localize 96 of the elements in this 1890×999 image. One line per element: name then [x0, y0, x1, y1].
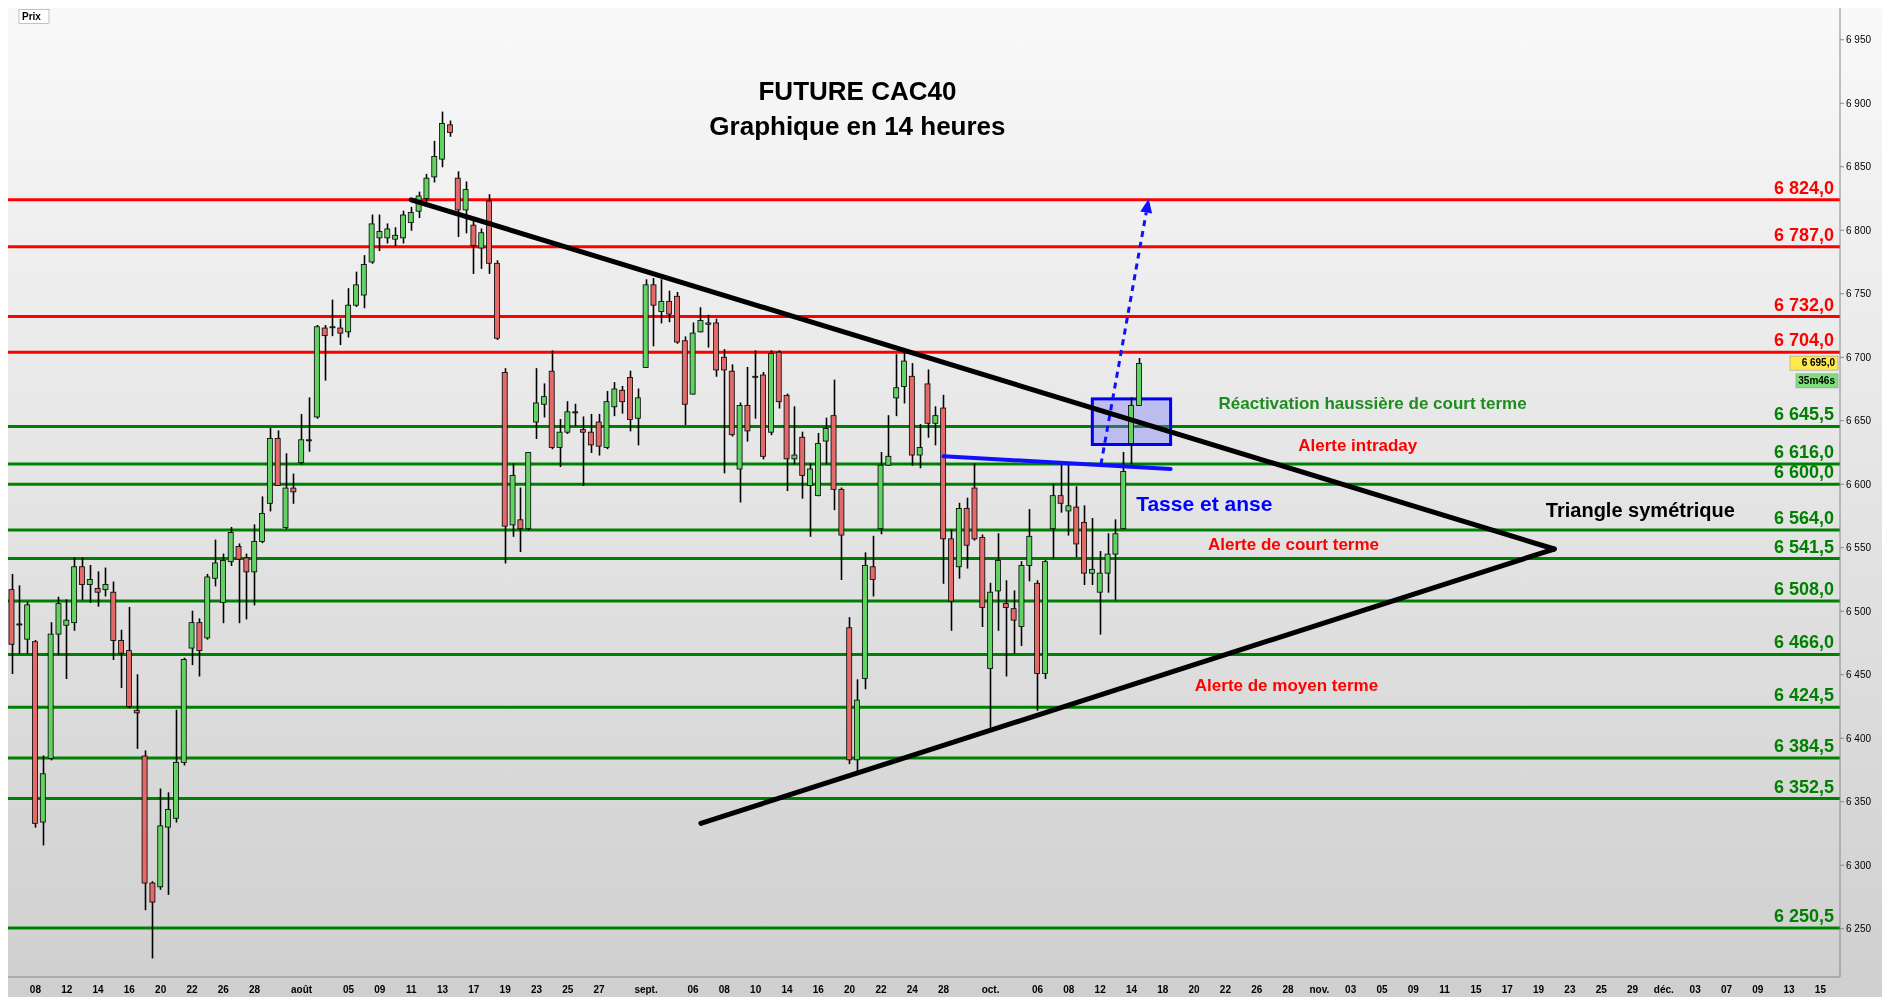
- x-tick-label: 25: [1595, 984, 1608, 996]
- ref-line-label: 6 645,5: [1773, 404, 1834, 425]
- x-tick-label: 14: [92, 984, 105, 996]
- x-tick-label: août: [291, 984, 313, 996]
- annotation: Tasse et anse: [1136, 491, 1273, 515]
- text: FUTURE CAC40: [758, 76, 957, 106]
- x-tick-label: 06: [1031, 984, 1044, 996]
- x-tick-label: 08: [1063, 984, 1075, 996]
- x-tick-label: 09: [1407, 984, 1420, 996]
- x-tick-label: 22: [1219, 984, 1232, 996]
- x-tick-label: oct.: [981, 984, 1000, 996]
- annotation: Alerte de moyen terme: [1194, 675, 1379, 695]
- x-tick-label: 08: [29, 984, 42, 996]
- x-tick-label: 22: [186, 984, 198, 996]
- x-tick-label: 14: [1125, 984, 1138, 996]
- x-tick-label: 26: [217, 984, 230, 996]
- x-tick-label: 19: [499, 984, 512, 996]
- x-tick-label: 03: [1345, 984, 1357, 996]
- x-tick-label: sept.: [634, 984, 658, 996]
- y-tick-label: 6 700: [1846, 351, 1872, 363]
- x-tick-label: 20: [844, 984, 856, 996]
- x-tick-label: 24: [906, 984, 919, 996]
- ref-line-label: 6 508,0: [1773, 579, 1834, 600]
- x-tick-label: 28: [1282, 984, 1295, 996]
- ref-line-label: 6 787,0: [1773, 224, 1834, 245]
- y-tick-label: 6 950: [1846, 34, 1872, 46]
- annotation: 35m46s: [1798, 375, 1836, 387]
- text: Graphique en 14 heures: [709, 111, 1006, 141]
- x-tick-label: 12: [1094, 984, 1107, 996]
- x-tick-label: 17: [1501, 984, 1514, 996]
- x-tick-label: 05: [1376, 984, 1388, 996]
- x-tick-label: 27: [593, 984, 606, 996]
- x-tick-label: 28: [249, 984, 261, 996]
- x-tick-label: nov.: [1309, 984, 1330, 996]
- x-tick-label: déc.: [1653, 984, 1675, 996]
- ref-line-label: 6 732,0: [1773, 294, 1834, 315]
- annotation: Alerte intraday: [1298, 435, 1418, 455]
- annotation: Alerte de court terme: [1208, 534, 1380, 554]
- x-tick-label: 22: [875, 984, 887, 996]
- ref-line-label: 6 424,5: [1773, 685, 1834, 706]
- x-tick-label: 13: [1783, 984, 1796, 996]
- y-tick-label: 6 450: [1846, 669, 1872, 681]
- annotation: Prix: [22, 10, 42, 22]
- y-tick-label: 6 650: [1846, 415, 1872, 427]
- x-tick-label: 11: [1439, 984, 1451, 996]
- x-tick-label: 29: [1626, 984, 1639, 996]
- annotation: Réactivation haussière de court terme: [1218, 393, 1527, 413]
- x-tick-label: 23: [530, 984, 543, 996]
- ref-line-label: 6 564,0: [1773, 507, 1834, 528]
- annotation: Triangle symétrique: [1545, 499, 1735, 522]
- y-tick-label: 6 800: [1846, 224, 1872, 236]
- x-tick-label: 09: [1752, 984, 1764, 996]
- annotation: 6 695,0: [1801, 357, 1836, 369]
- y-tick-label: 6 250: [1846, 923, 1872, 935]
- y-tick-label: 6 600: [1846, 478, 1872, 490]
- y-tick-label: 6 400: [1846, 732, 1872, 744]
- x-tick-label: 07: [1720, 984, 1733, 996]
- x-tick-label: 15: [1814, 984, 1827, 996]
- x-tick-label: 26: [1251, 984, 1263, 996]
- x-tick-label: 03: [1689, 984, 1702, 996]
- x-tick-label: 20: [155, 984, 167, 996]
- x-tick-label: 17: [468, 984, 480, 996]
- x-tick-label: 09: [374, 984, 386, 996]
- x-tick-label: 06: [687, 984, 700, 996]
- x-tick-label: 25: [562, 984, 574, 996]
- ref-line-label: 6 704,0: [1773, 330, 1834, 351]
- x-tick-label: 11: [405, 984, 417, 996]
- x-tick-label: 16: [123, 984, 136, 996]
- y-tick-label: 6 850: [1846, 161, 1872, 173]
- ref-line-label: 6 824,0: [1773, 177, 1834, 198]
- y-tick-label: 6 900: [1846, 97, 1872, 109]
- x-tick-label: 28: [938, 984, 950, 996]
- ref-line-label: 6 250,5: [1773, 906, 1834, 927]
- y-tick-label: 6 750: [1846, 288, 1872, 300]
- x-tick-label: 10: [750, 984, 762, 996]
- x-tick-label: 18: [1157, 984, 1169, 996]
- y-tick-label: 6 300: [1846, 859, 1872, 871]
- y-tick-label: 6 500: [1846, 605, 1872, 617]
- y-tick-label: 6 350: [1846, 796, 1872, 808]
- x-tick-label: 05: [343, 984, 355, 996]
- x-tick-label: 12: [61, 984, 73, 996]
- ref-line-label: 6 541,5: [1773, 536, 1834, 557]
- x-tick-label: 23: [1564, 984, 1576, 996]
- x-tick-label: 20: [1188, 984, 1201, 996]
- x-tick-label: 16: [812, 984, 825, 996]
- x-tick-label: 19: [1533, 984, 1545, 996]
- ref-line-label: 6 352,5: [1773, 776, 1834, 797]
- x-tick-label: 13: [436, 984, 449, 996]
- ref-line-label: 6 600,0: [1773, 462, 1834, 483]
- x-tick-label: 14: [781, 984, 793, 996]
- ref-line-label: 6 384,5: [1773, 735, 1834, 756]
- x-tick-label: 08: [718, 984, 731, 996]
- ref-line-label: 6 616,0: [1773, 441, 1834, 462]
- y-tick-label: 6 550: [1846, 542, 1872, 554]
- ref-line-label: 6 466,0: [1773, 632, 1834, 653]
- x-tick-label: 15: [1470, 984, 1482, 996]
